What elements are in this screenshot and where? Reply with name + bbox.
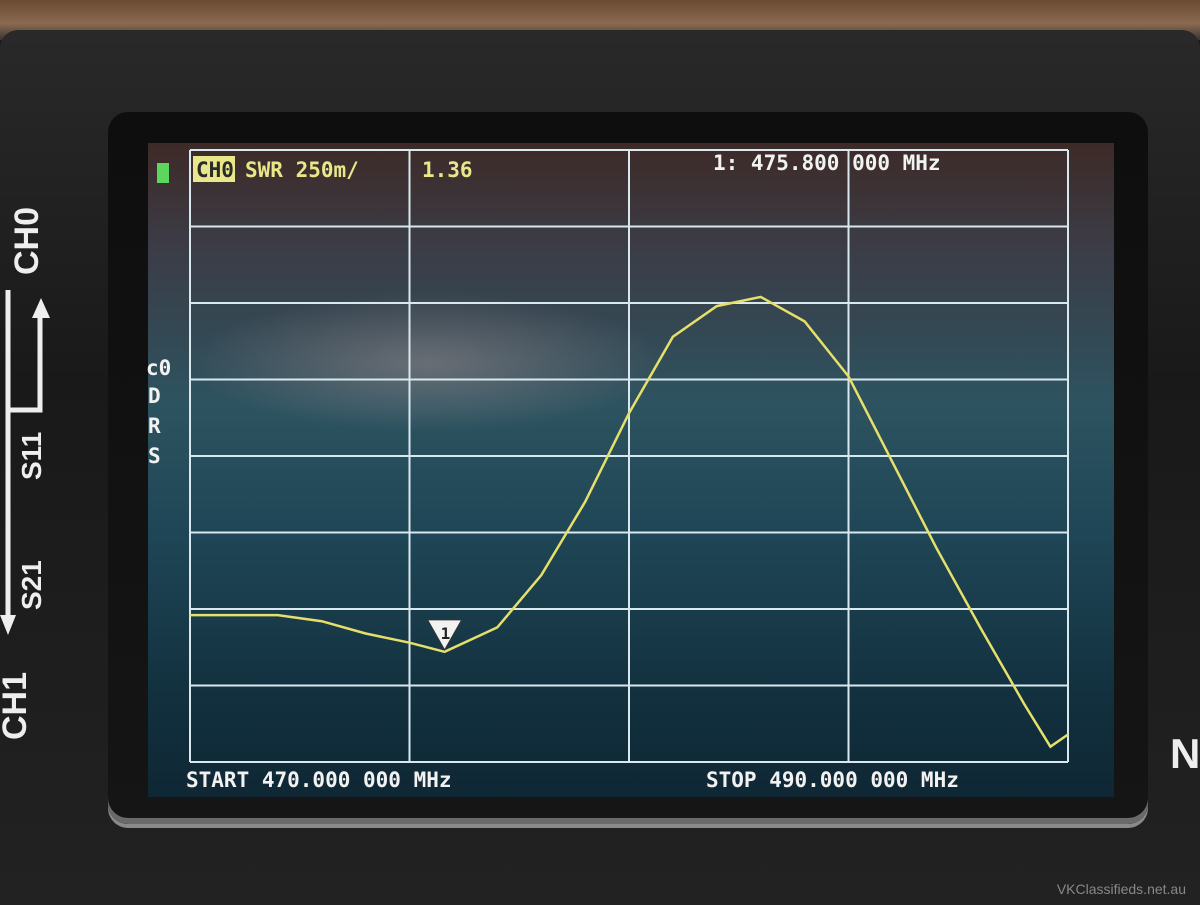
marker-1[interactable]: 1 — [426, 619, 463, 651]
arrow-up-icon — [32, 298, 50, 318]
grid — [189, 149, 1069, 763]
channel-badge-bg — [193, 156, 235, 182]
marker-number: 1 — [441, 624, 451, 643]
channel-badge[interactable]: CH0 — [196, 158, 234, 182]
connector-label: N — [1170, 730, 1200, 777]
watermark: VKClassifieds.net.au — [1056, 881, 1186, 897]
reflection — [188, 293, 668, 433]
legend-r: R — [148, 414, 161, 438]
lcd-screen — [148, 143, 1114, 797]
stop-frequency[interactable]: STOP 490.000 000 MHz — [706, 768, 959, 792]
battery-icon — [157, 163, 169, 183]
marker-value: 1.36 — [422, 158, 473, 182]
port-arrows — [0, 290, 50, 635]
trace-format[interactable]: SWR 250m/ — [245, 158, 359, 182]
arrow-down-icon — [0, 615, 16, 635]
swr-trace — [190, 295, 1069, 749]
marker-triangle-icon — [426, 619, 463, 651]
legend-s: S — [148, 444, 161, 468]
s11-arrow-line — [8, 310, 43, 413]
legend-d: D — [148, 384, 161, 408]
side-legend: c0 D R S — [146, 356, 171, 468]
legend-c0: c0 — [146, 356, 171, 380]
start-frequency[interactable]: START 470.000 000 MHz — [186, 768, 452, 792]
marker-readout: 1: 475.800 000 MHz — [713, 151, 941, 175]
